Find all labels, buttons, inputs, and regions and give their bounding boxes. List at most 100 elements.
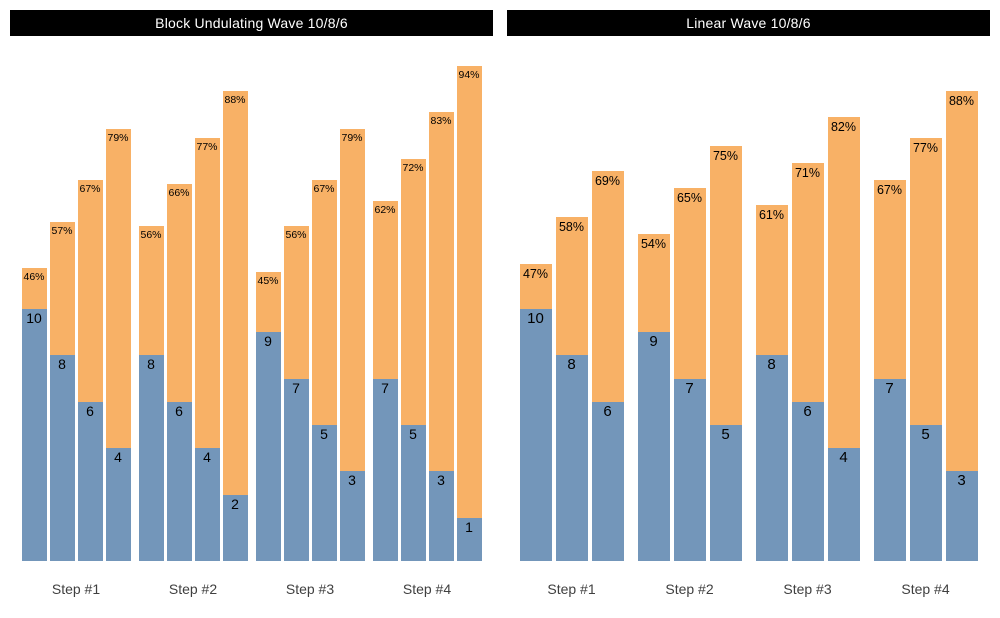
intensity-percent-label: 67% xyxy=(79,183,101,195)
reps-segment: 5 xyxy=(909,425,942,561)
reps-segment: 7 xyxy=(673,379,706,561)
reps-value-label: 6 xyxy=(86,403,94,419)
bar-set: 72% 5 xyxy=(400,159,426,561)
bar-group-row: 46% 10 57% 8 67% 6 79% 4 xyxy=(21,61,131,561)
bar-set: 45% 9 xyxy=(255,272,281,561)
intensity-percent-label: 67% xyxy=(876,183,903,197)
bar-group: 46% 10 57% 8 67% 6 79% 4 Step #1 xyxy=(21,61,131,597)
intensity-percent-label: 65% xyxy=(676,191,703,205)
bar-set: 56% 8 xyxy=(138,226,164,561)
intensity-percent-label: 75% xyxy=(712,149,739,163)
bar-set: 67% 6 xyxy=(77,180,103,561)
bar-set: 82% 4 xyxy=(827,117,860,561)
reps-segment: 10 xyxy=(519,309,552,561)
reps-value-label: 1 xyxy=(465,519,473,535)
x-axis-label: Step #1 xyxy=(51,581,101,597)
intensity-percent-label: 69% xyxy=(594,174,621,188)
reps-value-label: 7 xyxy=(685,380,694,397)
bar-set: 61% 8 xyxy=(755,205,788,561)
chart-title: Block Undulating Wave 10/8/6 xyxy=(10,10,493,36)
x-axis-label: Step #1 xyxy=(547,581,596,597)
bar-group: 45% 9 56% 7 67% 5 79% 3 Step #3 xyxy=(255,61,365,597)
reps-segment: 8 xyxy=(138,355,164,561)
plot-area: 47% 10 58% 8 69% 6 Step #1 54% 9 65% 7 75% 5 Step #2 6… xyxy=(507,61,990,601)
bar-group: 56% 8 66% 6 77% 4 88% 2 Step #2 xyxy=(138,61,248,597)
intensity-percent-label: 82% xyxy=(830,120,857,134)
intensity-percent-label: 77% xyxy=(912,141,939,155)
reps-segment: 5 xyxy=(709,425,742,561)
x-axis-label: Step #3 xyxy=(285,581,335,597)
intensity-percent-label: 54% xyxy=(640,237,667,251)
intensity-percent-label: 83% xyxy=(430,115,452,127)
reps-segment: 3 xyxy=(945,471,978,561)
reps-value-label: 8 xyxy=(147,356,155,372)
chart-panel-linear-wave: Linear Wave 10/8/6 47% 10 58% 8 69% 6 Step #1 5… xyxy=(507,10,990,608)
intensity-percent-label: 47% xyxy=(522,267,549,281)
intensity-percent-label: 88% xyxy=(224,94,246,106)
reps-segment: 7 xyxy=(372,379,398,561)
reps-segment: 10 xyxy=(21,309,47,561)
x-axis-label: Step #2 xyxy=(665,581,714,597)
bar-group-row: 54% 9 65% 7 75% 5 xyxy=(637,61,742,561)
bar-group-row: 45% 9 56% 7 67% 5 79% 3 xyxy=(255,61,365,561)
reps-value-label: 2 xyxy=(231,496,239,512)
bar-set: 79% 3 xyxy=(339,129,365,561)
intensity-percent-label: 66% xyxy=(168,187,190,199)
reps-segment: 6 xyxy=(77,402,103,561)
intensity-percent-label: 67% xyxy=(313,183,335,195)
intensity-percent-label: 57% xyxy=(51,225,73,237)
bar-set: 71% 6 xyxy=(791,163,824,561)
bar-set: 57% 8 xyxy=(49,222,75,561)
bar-set: 54% 9 xyxy=(637,234,670,561)
bar-set: 66% 6 xyxy=(166,184,192,561)
intensity-percent-label: 88% xyxy=(948,94,975,108)
reps-segment: 6 xyxy=(166,402,192,561)
bar-set: 83% 3 xyxy=(428,112,454,561)
intensity-percent-label: 94% xyxy=(458,69,480,81)
bar-set: 67% 7 xyxy=(873,180,906,561)
reps-segment: 2 xyxy=(222,495,248,561)
reps-segment: 9 xyxy=(255,332,281,561)
chart-title: Linear Wave 10/8/6 xyxy=(507,10,990,36)
reps-value-label: 9 xyxy=(264,333,272,349)
reps-value-label: 3 xyxy=(437,472,445,488)
reps-value-label: 4 xyxy=(114,449,122,465)
bar-set: 62% 7 xyxy=(372,201,398,561)
reps-value-label: 5 xyxy=(409,426,417,442)
intensity-percent-label: 72% xyxy=(402,162,424,174)
bar-group-row: 61% 8 71% 6 82% 4 xyxy=(755,61,860,561)
intensity-percent-label: 79% xyxy=(341,132,363,144)
bar-set: 69% 6 xyxy=(591,171,624,561)
reps-segment: 4 xyxy=(827,448,860,561)
reps-value-label: 3 xyxy=(348,472,356,488)
bar-set: 88% 3 xyxy=(945,91,978,561)
bar-group: 47% 10 58% 8 69% 6 Step #1 xyxy=(519,61,624,597)
bar-group: 54% 9 65% 7 75% 5 Step #2 xyxy=(637,61,742,597)
bar-group: 62% 7 72% 5 83% 3 94% 1 Step #4 xyxy=(372,61,482,597)
reps-value-label: 10 xyxy=(26,310,42,326)
reps-value-label: 4 xyxy=(203,449,211,465)
bar-set: 77% 5 xyxy=(909,138,942,561)
bar-group-row: 67% 7 77% 5 88% 3 xyxy=(873,61,978,561)
intensity-percent-label: 71% xyxy=(794,166,821,180)
reps-value-label: 10 xyxy=(527,310,544,327)
reps-value-label: 8 xyxy=(58,356,66,372)
intensity-percent-label: 45% xyxy=(257,275,279,287)
x-axis-label: Step #4 xyxy=(402,581,452,597)
reps-value-label: 5 xyxy=(320,426,328,442)
bar-set: 77% 4 xyxy=(194,138,220,561)
intensity-percent-label: 56% xyxy=(285,229,307,241)
bar-set: 47% 10 xyxy=(519,264,552,561)
bar-set: 58% 8 xyxy=(555,217,588,561)
reps-segment: 7 xyxy=(283,379,309,561)
reps-segment: 5 xyxy=(400,425,426,561)
bar-set: 88% 2 xyxy=(222,91,248,561)
reps-segment: 1 xyxy=(456,518,482,561)
reps-segment: 8 xyxy=(555,355,588,561)
reps-value-label: 9 xyxy=(649,333,658,350)
plot-area: 46% 10 57% 8 67% 6 79% 4 Step #1 56% 8 66% 6 77% 4 88% 2… xyxy=(10,61,493,601)
intensity-percent-label: 62% xyxy=(374,204,396,216)
reps-value-label: 4 xyxy=(839,449,848,466)
reps-value-label: 7 xyxy=(381,380,389,396)
